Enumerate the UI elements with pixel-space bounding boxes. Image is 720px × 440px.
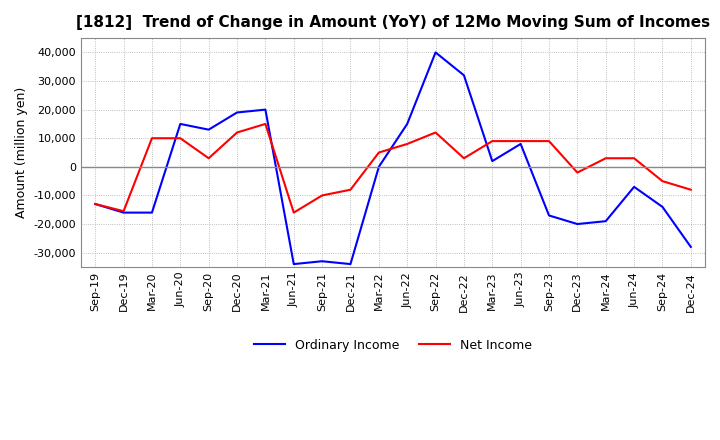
Ordinary Income — [516, 141, 525, 147]
Ordinary Income — [488, 158, 497, 164]
Net Income — [573, 170, 582, 175]
Ordinary Income — [431, 50, 440, 55]
Net Income — [346, 187, 355, 192]
Ordinary Income — [289, 261, 298, 267]
Ordinary Income — [658, 204, 667, 209]
Net Income — [318, 193, 326, 198]
Net Income — [431, 130, 440, 135]
Ordinary Income — [318, 259, 326, 264]
Ordinary Income — [148, 210, 156, 215]
Ordinary Income — [403, 121, 412, 127]
Ordinary Income — [545, 213, 554, 218]
Net Income — [120, 209, 128, 214]
Net Income — [289, 210, 298, 215]
Net Income — [91, 202, 99, 207]
Line: Net Income: Net Income — [95, 124, 690, 213]
Ordinary Income — [176, 121, 184, 127]
Ordinary Income — [204, 127, 213, 132]
Line: Ordinary Income: Ordinary Income — [95, 52, 690, 264]
Net Income — [686, 187, 695, 192]
Ordinary Income — [601, 219, 610, 224]
Ordinary Income — [91, 202, 99, 207]
Net Income — [545, 139, 554, 144]
Net Income — [261, 121, 270, 127]
Net Income — [459, 156, 468, 161]
Y-axis label: Amount (million yen): Amount (million yen) — [15, 87, 28, 218]
Net Income — [233, 130, 241, 135]
Ordinary Income — [120, 210, 128, 215]
Net Income — [204, 156, 213, 161]
Ordinary Income — [630, 184, 639, 190]
Ordinary Income — [573, 221, 582, 227]
Ordinary Income — [346, 261, 355, 267]
Net Income — [630, 156, 639, 161]
Net Income — [403, 141, 412, 147]
Net Income — [601, 156, 610, 161]
Ordinary Income — [459, 73, 468, 78]
Ordinary Income — [261, 107, 270, 112]
Title: [1812]  Trend of Change in Amount (YoY) of 12Mo Moving Sum of Incomes: [1812] Trend of Change in Amount (YoY) o… — [76, 15, 710, 30]
Net Income — [658, 179, 667, 184]
Net Income — [176, 136, 184, 141]
Net Income — [374, 150, 383, 155]
Net Income — [148, 136, 156, 141]
Ordinary Income — [374, 164, 383, 169]
Net Income — [516, 139, 525, 144]
Ordinary Income — [233, 110, 241, 115]
Net Income — [488, 139, 497, 144]
Ordinary Income — [686, 244, 695, 249]
Legend: Ordinary Income, Net Income: Ordinary Income, Net Income — [249, 334, 537, 357]
